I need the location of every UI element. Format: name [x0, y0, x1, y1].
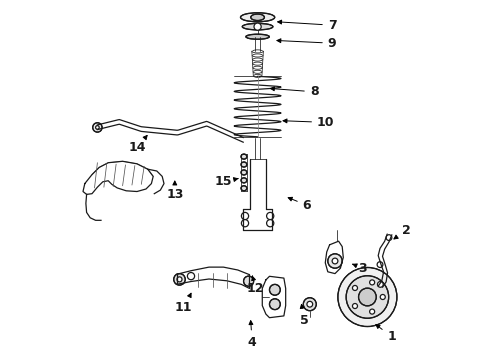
Text: 14: 14	[128, 135, 147, 154]
Text: 10: 10	[283, 116, 335, 129]
Circle shape	[267, 212, 274, 220]
Circle shape	[346, 276, 389, 318]
Circle shape	[386, 235, 392, 240]
Ellipse shape	[241, 186, 247, 191]
Text: 3: 3	[353, 262, 367, 275]
Text: 9: 9	[277, 37, 337, 50]
Circle shape	[369, 309, 375, 314]
Circle shape	[270, 299, 280, 310]
Ellipse shape	[241, 162, 247, 167]
Circle shape	[242, 220, 248, 227]
Circle shape	[177, 277, 182, 282]
Circle shape	[303, 298, 316, 311]
Circle shape	[369, 280, 375, 285]
Text: 4: 4	[248, 321, 257, 348]
Circle shape	[377, 282, 383, 287]
Circle shape	[352, 303, 358, 309]
Circle shape	[307, 301, 313, 307]
Circle shape	[377, 262, 383, 267]
Circle shape	[332, 258, 338, 264]
Ellipse shape	[251, 14, 265, 21]
Circle shape	[328, 254, 342, 268]
Circle shape	[242, 212, 248, 220]
Text: 11: 11	[175, 293, 193, 314]
Circle shape	[359, 288, 376, 306]
Circle shape	[93, 123, 102, 132]
Ellipse shape	[246, 34, 270, 39]
Circle shape	[270, 284, 280, 295]
Circle shape	[338, 267, 397, 327]
Text: 6: 6	[288, 197, 311, 212]
Ellipse shape	[241, 178, 247, 183]
Text: 7: 7	[278, 19, 337, 32]
Ellipse shape	[241, 154, 247, 159]
Text: 13: 13	[166, 181, 183, 201]
Text: 8: 8	[270, 85, 318, 98]
Circle shape	[267, 220, 274, 227]
Circle shape	[244, 276, 254, 286]
Ellipse shape	[241, 170, 247, 175]
Ellipse shape	[241, 13, 275, 22]
Circle shape	[352, 285, 358, 291]
Circle shape	[187, 273, 195, 280]
Circle shape	[96, 126, 99, 129]
Circle shape	[174, 274, 185, 285]
Circle shape	[254, 23, 261, 30]
Text: 15: 15	[215, 175, 238, 188]
Ellipse shape	[242, 23, 273, 30]
Circle shape	[380, 294, 385, 300]
Text: 12: 12	[247, 276, 265, 294]
Text: 5: 5	[300, 305, 309, 327]
Text: 2: 2	[394, 224, 410, 239]
Text: 1: 1	[376, 325, 396, 343]
